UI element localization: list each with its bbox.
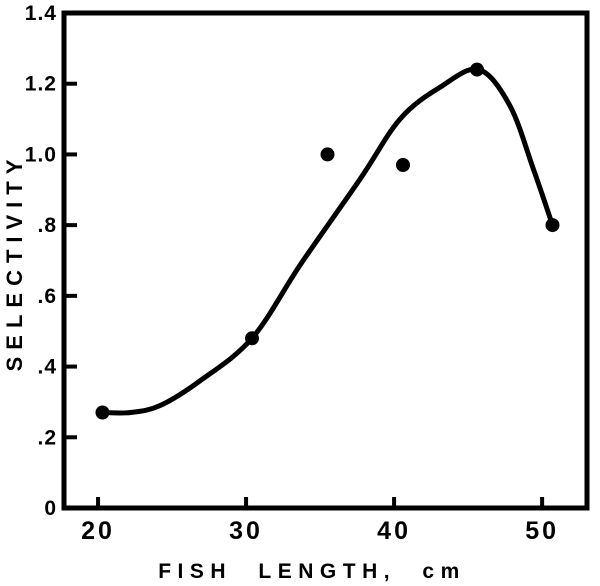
x-tick-label: 30 — [229, 517, 263, 545]
x-tick-labels: 20 30 40 50 — [81, 517, 559, 545]
y-ticks — [63, 11, 77, 510]
x-tick-label: 20 — [81, 517, 115, 545]
data-point — [396, 158, 410, 172]
fitted-curve — [100, 66, 555, 416]
x-ticks — [96, 497, 545, 509]
data-point — [545, 218, 560, 233]
data-point — [320, 147, 335, 162]
y-axis-title: SELECTIVITY — [2, 153, 27, 372]
x-tick-label: 40 — [377, 517, 411, 545]
y-tick-label: 1.4 — [25, 2, 57, 25]
y-tick-label: .6 — [37, 285, 57, 308]
data-point — [245, 331, 259, 346]
x-axis-title: FISH LENGTH, cm — [158, 560, 466, 583]
y-tick-label: .4 — [37, 356, 57, 379]
y-tick-labels: 0 .2 .4 .6 .8 1.0 1.2 1.4 — [25, 2, 57, 520]
y-tick-label: .8 — [37, 214, 57, 237]
y-tick-label: 1.0 — [25, 143, 57, 166]
y-tick-label: .2 — [37, 426, 57, 449]
y-tick-label: 1.2 — [25, 73, 57, 96]
data-point — [470, 62, 484, 77]
data-points — [95, 62, 560, 420]
y-tick-label: 0 — [44, 497, 57, 520]
data-point — [95, 405, 110, 420]
x-tick-label: 50 — [525, 517, 559, 545]
plot-border — [61, 10, 590, 511]
